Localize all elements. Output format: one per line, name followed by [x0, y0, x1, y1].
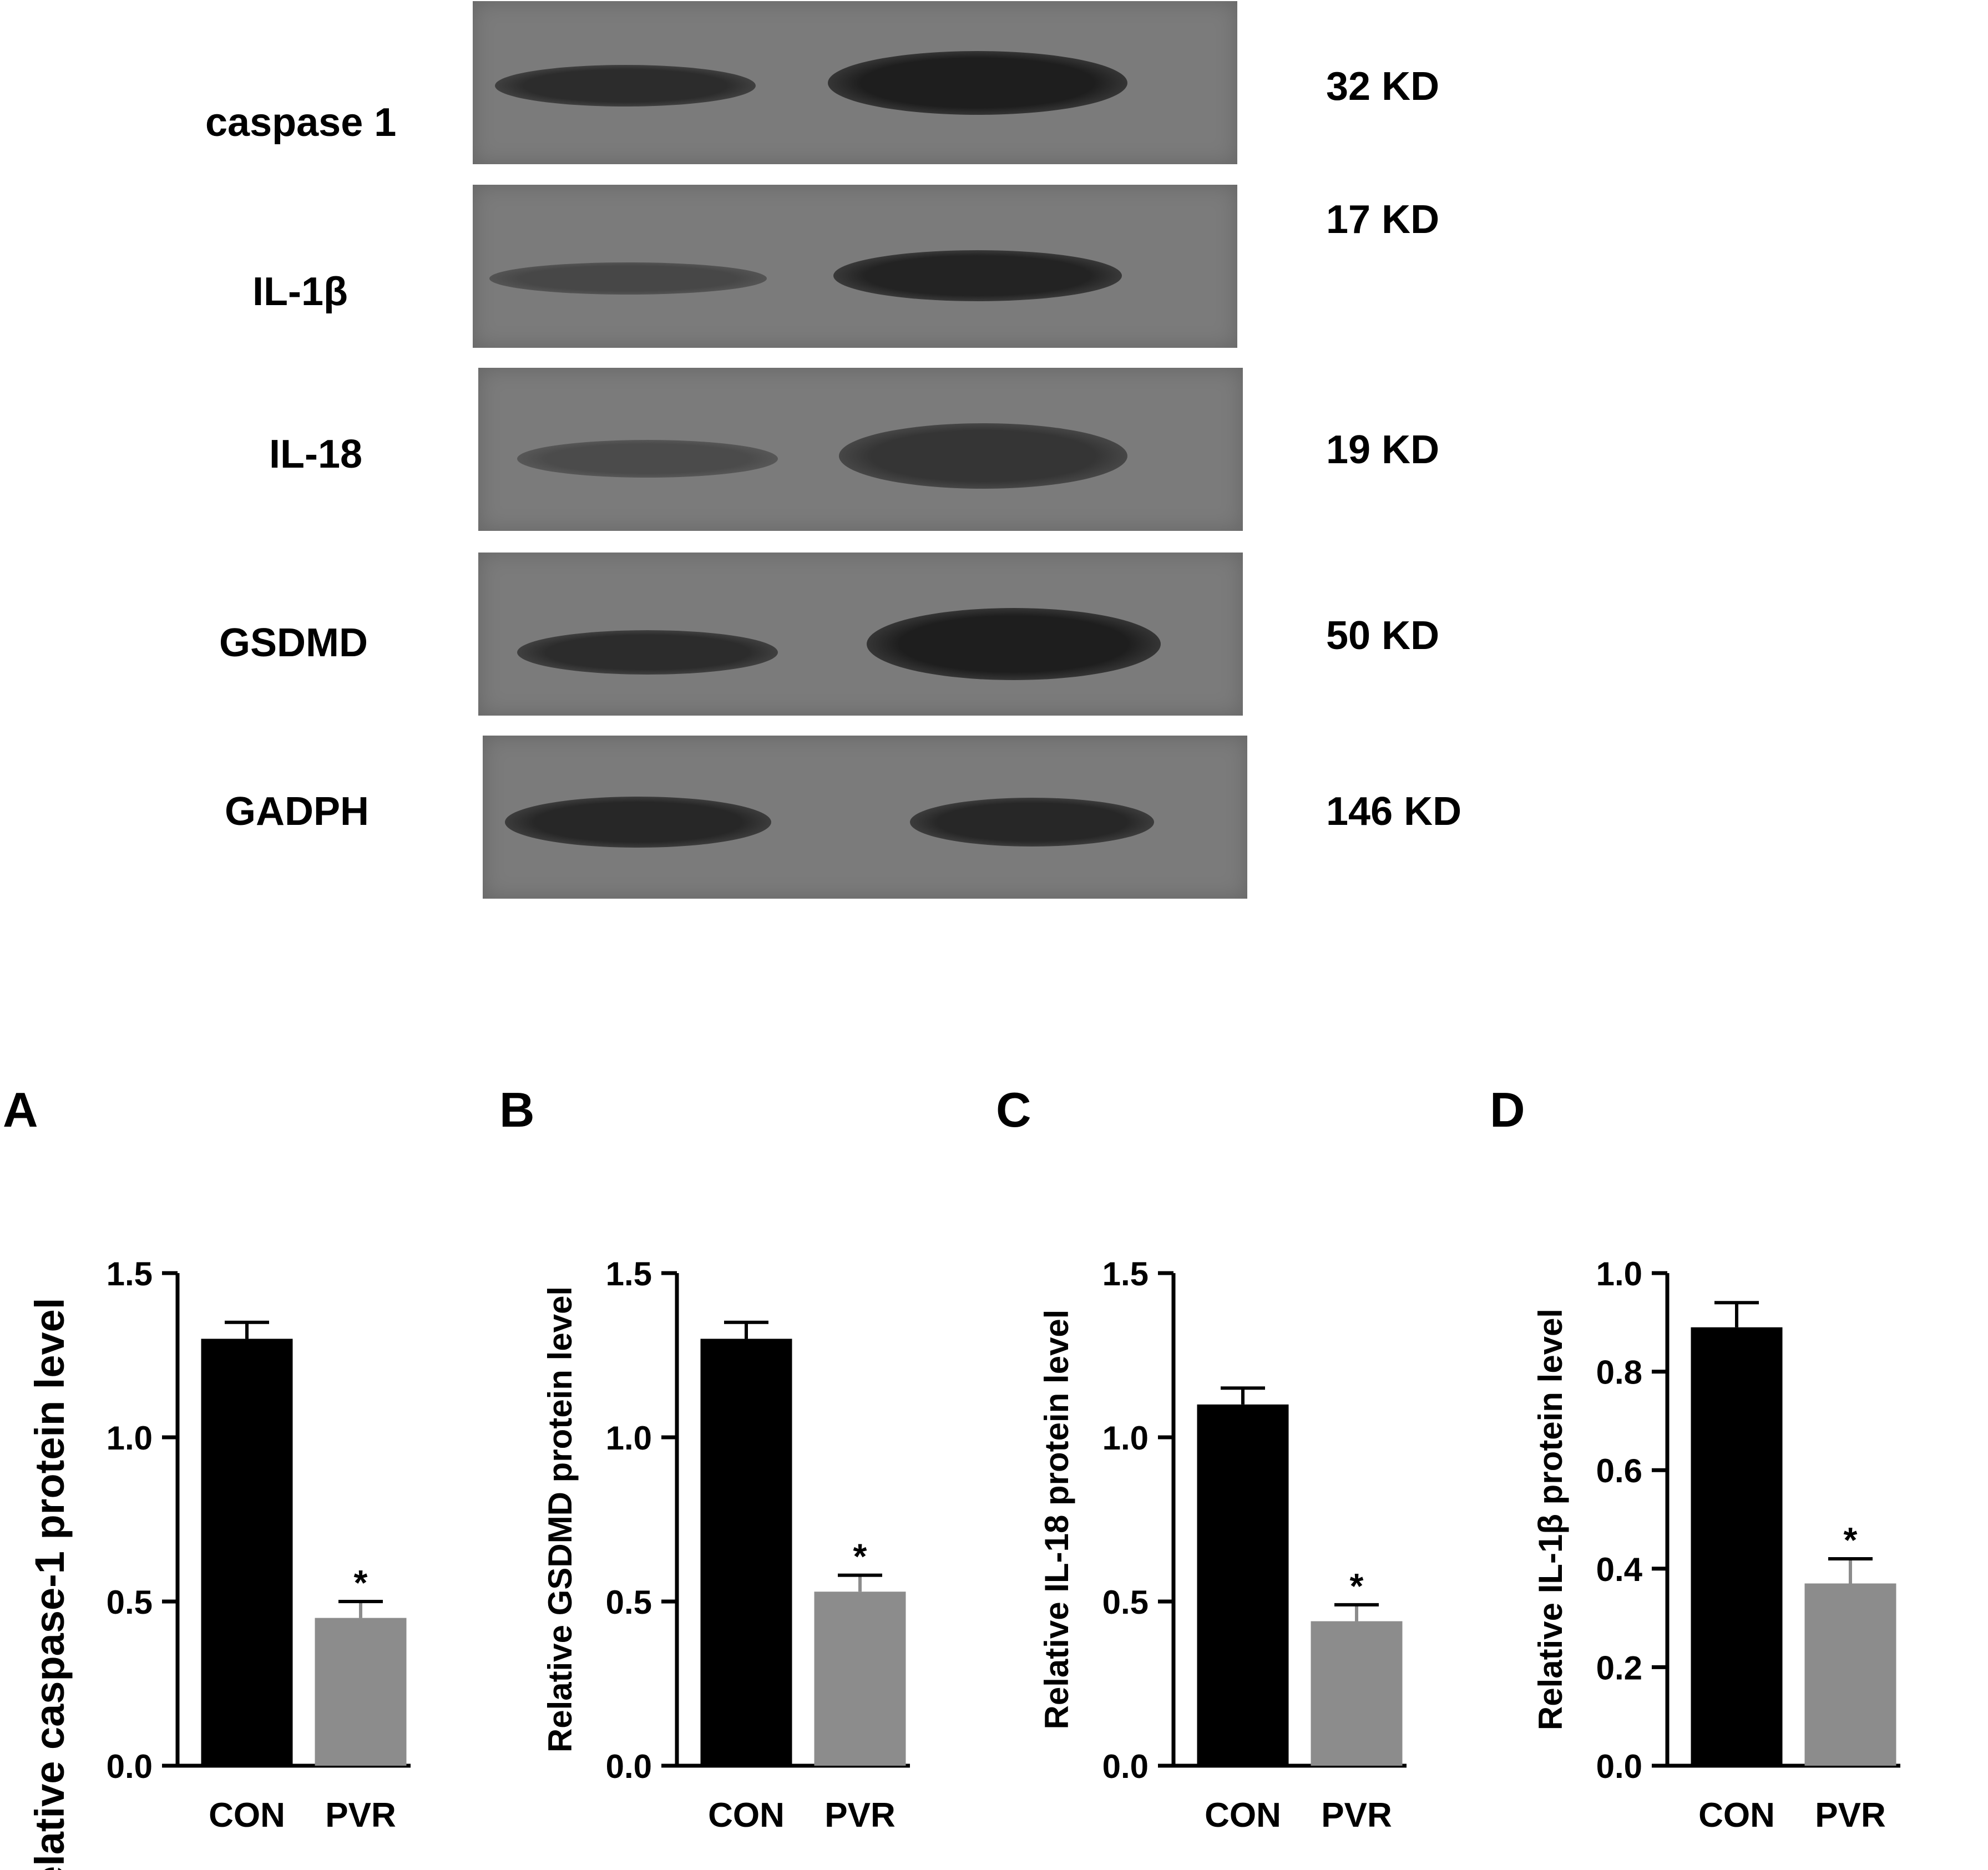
blot-strip-gadph	[483, 736, 1247, 899]
blot-label-gadph: GADPH	[225, 789, 370, 834]
y-axis-title: Relative caspase-1 protein level	[27, 1298, 73, 1870]
y-tick-label: 1.0	[107, 1420, 153, 1457]
x-tick-label: CON	[708, 1796, 785, 1834]
y-axis-title: Relative IL-18 protein level	[1038, 1310, 1075, 1730]
y-tick-label: 0.6	[1596, 1452, 1642, 1489]
panel-letter: D	[1490, 1082, 1525, 1137]
blot-label-il-1b: IL-1β	[252, 270, 348, 314]
y-tick-label: 0.5	[107, 1584, 153, 1621]
y-axis-title: Relative IL-1β protein level	[1532, 1309, 1569, 1730]
blot-strip-caspase-1	[473, 1, 1237, 164]
chart-panel-d: D 0.0 0.2 0.4 0.6 0.8 1.0 Relative IL-1β prote…	[1490, 1082, 1988, 1870]
bar-con	[1691, 1327, 1783, 1766]
blot-strip-il-1b	[473, 185, 1237, 348]
panel-letter: B	[499, 1082, 535, 1137]
y-tick-label: 1.0	[1596, 1255, 1642, 1293]
significance-marker: *	[1350, 1566, 1364, 1606]
band-con	[495, 65, 756, 107]
chart-panel-c: C 0.0 0.5 1.0 1.5 Relative IL-18 protein lev…	[996, 1082, 1495, 1870]
x-tick-label: PVR	[1815, 1796, 1885, 1834]
band-pvr	[833, 250, 1122, 301]
band-con	[489, 262, 767, 295]
band-pvr	[828, 51, 1127, 115]
weight-il-18: 19 KD	[1326, 428, 1440, 472]
band-con	[517, 630, 778, 675]
band-con	[505, 797, 771, 848]
y-tick-label: 0.5	[1102, 1584, 1149, 1621]
significance-marker: *	[1844, 1520, 1858, 1560]
y-axis-title: Relative GSDMD protein level	[542, 1286, 579, 1752]
blot-strip-il-18	[478, 368, 1243, 531]
bar-pvr	[1804, 1583, 1896, 1766]
y-tick-label: 0.0	[1596, 1748, 1642, 1785]
y-tick-label: 0.4	[1596, 1551, 1643, 1588]
y-tick-label: 0.8	[1596, 1354, 1642, 1391]
weight-gsdmd: 50 KD	[1326, 614, 1440, 658]
y-tick-label: 0.0	[606, 1748, 652, 1785]
x-tick-label: CON	[1205, 1796, 1281, 1834]
y-tick-label: 1.0	[606, 1420, 652, 1457]
bar-charts-area: A 0.0 0.5 1.0 1.5 Relative caspase-1 protein…	[0, 1082, 1988, 1870]
blot-label-il-18: IL-18	[269, 432, 363, 477]
y-tick-label: 0.2	[1596, 1649, 1642, 1686]
x-tick-label: PVR	[325, 1796, 396, 1834]
weight-caspase-1: 32 KD	[1326, 64, 1440, 109]
bar-chart-c: 0.0 0.5 1.0 1.5 Relative IL-18 protein level…	[1038, 1255, 1407, 1834]
bar-pvr	[814, 1592, 906, 1766]
bar-chart-a: 0.0 0.5 1.0 1.5 Relative caspase-1 protein l…	[27, 1255, 411, 1870]
band-pvr	[867, 608, 1161, 680]
bar-pvr	[315, 1618, 407, 1766]
bar-pvr	[1311, 1621, 1403, 1766]
y-tick-label: 1.0	[1102, 1420, 1149, 1457]
y-tick-label: 1.5	[606, 1255, 652, 1293]
band-pvr	[839, 423, 1127, 489]
band-con	[517, 440, 778, 478]
x-tick-label: CON	[1698, 1796, 1775, 1834]
band-pvr	[910, 798, 1154, 847]
bar-con	[1197, 1404, 1289, 1766]
blot-strip-gsdmd	[478, 553, 1243, 716]
y-tick-label: 0.0	[107, 1748, 153, 1785]
chart-panel-b: B 0.0 0.5 1.0 1.5 Relative GSDMD protein lev…	[499, 1082, 999, 1870]
bar-con	[700, 1339, 792, 1766]
panel-letter: A	[3, 1082, 38, 1137]
panel-letter: C	[996, 1082, 1031, 1137]
significance-marker: *	[853, 1537, 867, 1577]
y-tick-label: 1.5	[107, 1255, 153, 1293]
y-tick-label: 0.5	[606, 1584, 652, 1621]
bar-chart-b: 0.0 0.5 1.0 1.5 Relative GSDMD protein level…	[542, 1255, 910, 1834]
x-tick-label: CON	[209, 1796, 285, 1834]
weight-il-1b: 17 KD	[1326, 197, 1440, 242]
blot-label-caspase-1: caspase 1	[205, 100, 397, 145]
y-tick-label: 1.5	[1102, 1255, 1149, 1293]
significance-marker: *	[354, 1563, 368, 1603]
bar-con	[201, 1339, 293, 1766]
bar-chart-d: 0.0 0.2 0.4 0.6 0.8 1.0 Relative IL-1β protein…	[1532, 1255, 1900, 1834]
x-tick-label: PVR	[1321, 1796, 1392, 1834]
western-blot-panel: caspase 1 32 KD IL-1β 17 KD IL-18 19 KD …	[205, 1, 1462, 899]
x-tick-label: PVR	[824, 1796, 895, 1834]
y-tick-label: 0.0	[1102, 1748, 1149, 1785]
chart-panel-a: A 0.0 0.5 1.0 1.5 Relative caspase-1 protein…	[0, 1082, 499, 1870]
blot-label-gsdmd: GSDMD	[219, 621, 368, 665]
weight-gadph: 146 KD	[1326, 789, 1462, 834]
